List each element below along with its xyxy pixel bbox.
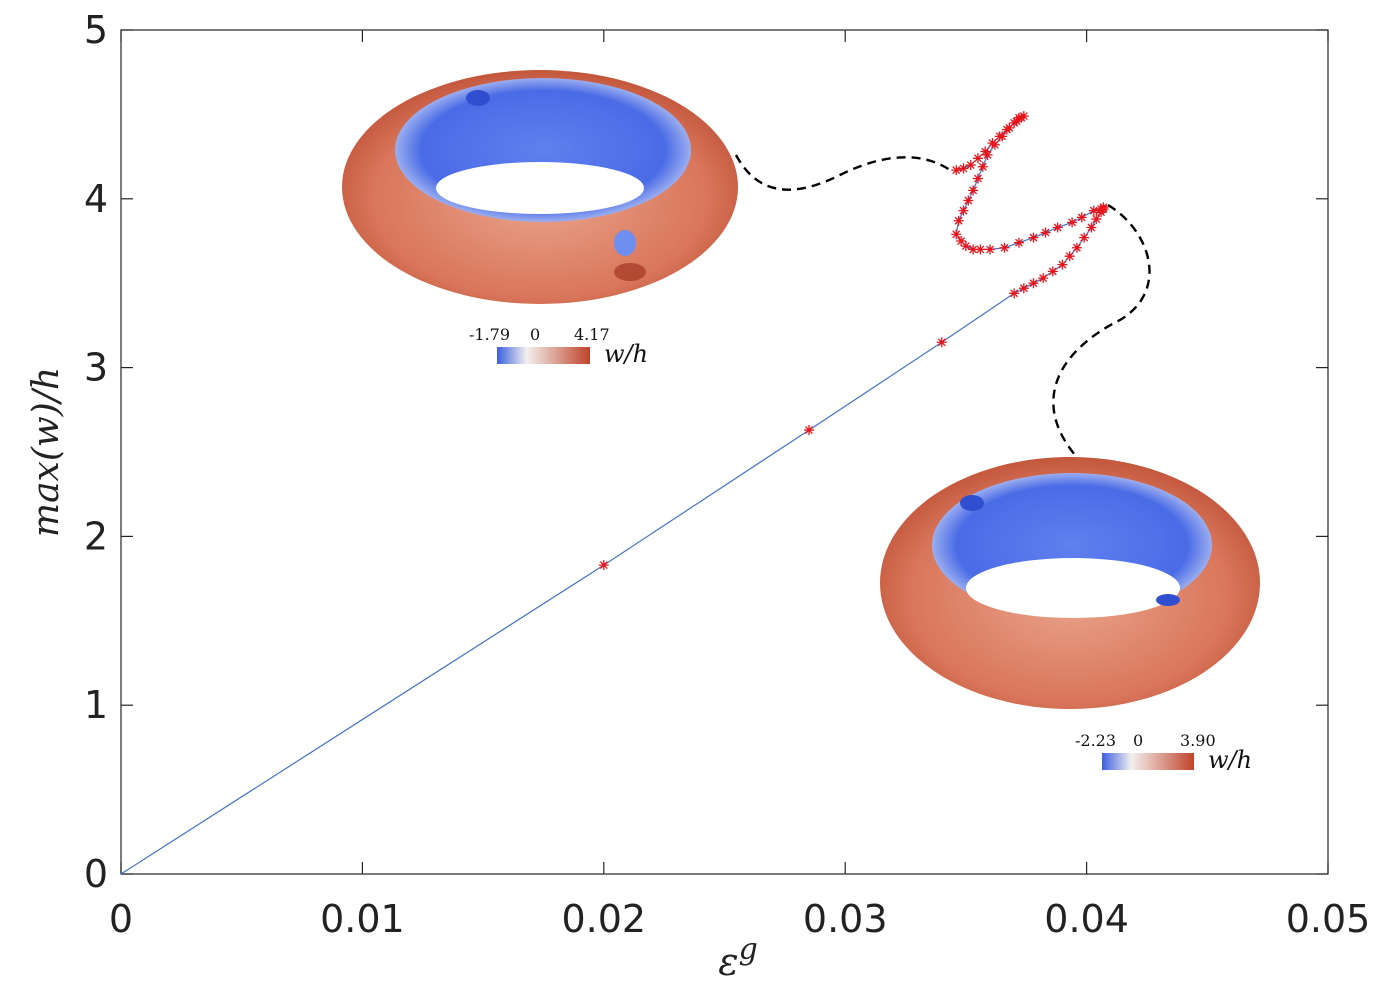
y-tick-label: 3 — [84, 346, 108, 390]
x-tick-label: 0.02 — [561, 897, 646, 941]
data-point — [1096, 203, 1107, 214]
data-point — [1088, 205, 1099, 216]
axis-ticks — [120, 29, 1329, 875]
connector-lower — [1052, 203, 1151, 456]
data-point — [936, 337, 947, 348]
data-point — [987, 138, 998, 149]
colorbar-upper-max: 4.17 — [574, 325, 610, 344]
data-point — [953, 215, 964, 226]
data-point — [1076, 212, 1087, 223]
data-point — [1047, 266, 1058, 277]
x-tick-label: 0.04 — [1044, 897, 1129, 941]
data-point — [1057, 259, 1068, 270]
data-point — [968, 185, 979, 196]
colorbar-lower-unit: w/h — [1208, 746, 1252, 774]
data-point — [975, 244, 986, 255]
data-point — [1040, 227, 1051, 238]
data-point — [985, 244, 996, 255]
data-point — [958, 163, 969, 174]
upper-torus-inset — [342, 70, 738, 304]
data-point — [968, 244, 979, 255]
data-point — [1018, 111, 1029, 122]
colorbar-lower-zero: 0 — [1133, 731, 1143, 750]
lower-torus-inset — [880, 457, 1260, 709]
data-point — [963, 195, 974, 206]
data-point — [1038, 273, 1049, 284]
data-point — [1001, 124, 1012, 135]
data-point — [951, 229, 962, 240]
colorbar-upper-zero: 0 — [530, 325, 540, 344]
colorbar-upper-min: -1.79 — [469, 325, 510, 344]
data-point — [956, 236, 967, 246]
data-point — [1079, 232, 1090, 243]
x-tick-label: 0.05 — [1286, 897, 1371, 941]
data-point — [598, 560, 609, 571]
data-point — [1014, 112, 1025, 123]
data-point — [1091, 214, 1102, 225]
y-axis-title: max(w)/h — [26, 367, 67, 537]
data-point — [960, 241, 971, 252]
data-point — [803, 425, 814, 436]
x-tick-label: 0.01 — [320, 897, 405, 941]
data-point — [1064, 251, 1075, 262]
data-point — [994, 131, 1005, 142]
data-point — [999, 242, 1010, 253]
data-point — [1028, 278, 1039, 289]
colorbar-lower-max: 3.90 — [1180, 731, 1216, 750]
series-markers — [598, 111, 1109, 571]
x-axis-title: εg — [718, 932, 758, 984]
data-point — [1028, 232, 1039, 243]
colorbar-lower-min: -2.23 — [1075, 731, 1116, 750]
data-point — [1018, 283, 1029, 294]
data-point — [965, 160, 976, 171]
data-point — [972, 153, 983, 164]
data-point — [1067, 217, 1078, 228]
y-tick-label: 5 — [84, 8, 108, 52]
y-tick-label: 1 — [84, 683, 108, 727]
data-point — [977, 161, 988, 172]
data-point — [1086, 222, 1097, 233]
data-point — [982, 149, 993, 160]
data-point — [980, 146, 991, 157]
tick-labels: 0 0.01 0.02 0.03 0.04 0.05 0 1 2 3 4 5 — [84, 8, 1370, 941]
data-point — [958, 205, 969, 216]
colorbar-upper-unit: w/h — [604, 340, 648, 368]
colorbar-lower: -2.23 0 3.90 w/h — [1075, 731, 1252, 774]
y-tick-label: 2 — [84, 514, 108, 558]
data-point — [972, 173, 983, 184]
data-point — [1014, 237, 1025, 248]
colorbar-upper: -1.79 0 4.17 w/h — [469, 325, 648, 368]
data-point — [951, 165, 962, 176]
data-point — [1071, 242, 1082, 253]
data-point — [1052, 222, 1063, 233]
data-point — [1009, 288, 1020, 299]
y-tick-label: 0 — [84, 852, 108, 896]
y-tick-label: 4 — [84, 177, 108, 221]
connector-upper — [734, 154, 951, 191]
x-tick-label: 0.03 — [803, 897, 888, 941]
x-tick-label: 0 — [109, 897, 133, 941]
data-point — [1009, 117, 1020, 128]
